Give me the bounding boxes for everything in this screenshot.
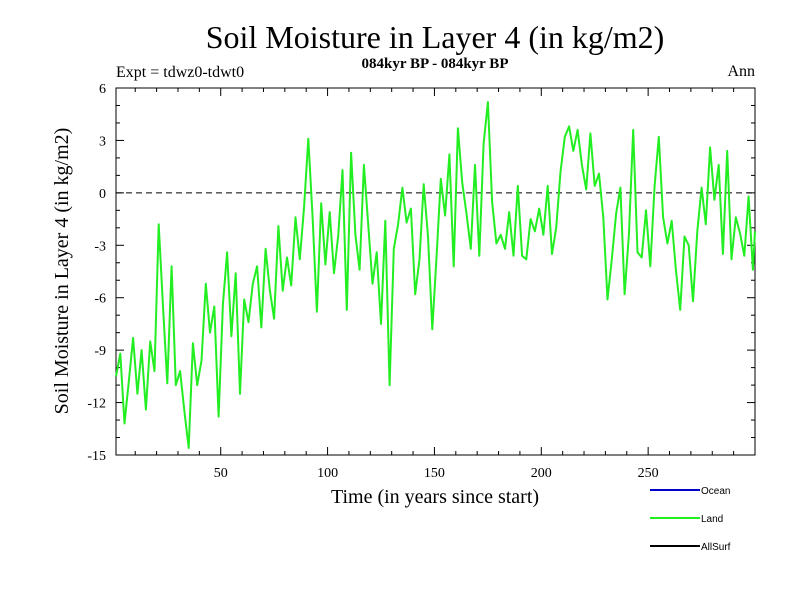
x-tick-label: 200 [531, 466, 552, 481]
x-tick-label: 100 [317, 466, 338, 481]
period-label: Ann [727, 63, 755, 80]
experiment-label: Expt = tdwz0-tdwt0 [116, 64, 244, 81]
series-line-land [115, 101, 756, 449]
chart-subtitle: 084kyr BP - 084kyr BP [362, 56, 509, 72]
legend-label-land: Land [701, 514, 723, 525]
x-tick-label: 50 [214, 466, 228, 481]
y-tick-label: -12 [87, 397, 106, 412]
y-tick-label: -3 [94, 239, 106, 254]
x-axis-label: Time (in years since start) [331, 486, 539, 508]
y-tick-label: -9 [94, 344, 106, 359]
legend-label-ocean: Ocean [701, 486, 730, 497]
x-tick-label: 150 [424, 466, 445, 481]
legend: Ocean Land AllSurf [650, 486, 731, 553]
plot-frame [115, 87, 756, 456]
legend-label-allsurf: AllSurf [701, 542, 731, 553]
y-tick-label: -6 [94, 292, 106, 307]
y-tick-label: 3 [99, 134, 106, 149]
y-tick-label: 0 [99, 187, 106, 202]
x-tick-label: 250 [638, 466, 659, 481]
y-axis-label: Soil Moisture in Layer 4 (in kg/m2) [51, 128, 73, 415]
plot-area: 6 3 0 -3 -6 -9 -12 -15 50 100 150 200 250 [87, 82, 756, 481]
chart-title: Soil Moisture in Layer 4 (in kg/m2) [206, 19, 665, 55]
y-tick-label: 6 [99, 82, 106, 97]
y-tick-label: -15 [87, 449, 106, 464]
